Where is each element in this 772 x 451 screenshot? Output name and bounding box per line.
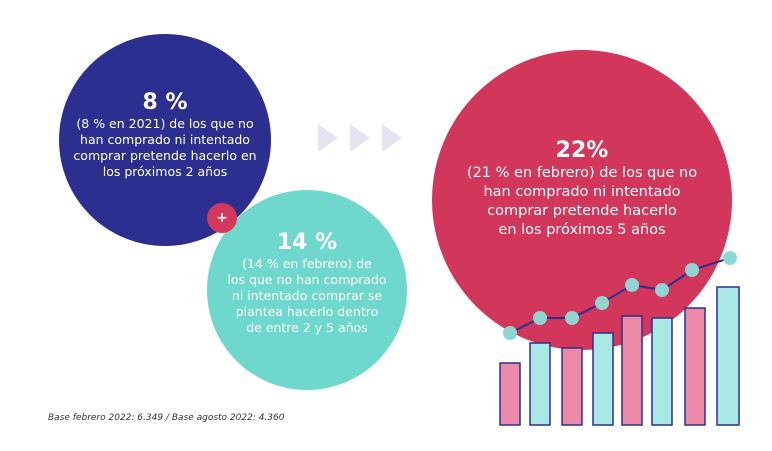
description-line: han comprado ni intentado bbox=[483, 184, 681, 200]
arrows bbox=[318, 124, 402, 152]
description-line: los que no han comprado bbox=[227, 272, 387, 287]
description-line: (21 % en febrero) de los que no bbox=[466, 165, 698, 181]
plus-badge bbox=[207, 203, 237, 233]
circle-text: 8 % (8 % en 2021) de los que no han compra… bbox=[45, 90, 285, 180]
description-line: en los próximos 5 años bbox=[498, 222, 666, 238]
description-line: han comprado ni intentado bbox=[80, 132, 250, 147]
plus-sign: + bbox=[216, 210, 228, 226]
description-line: (8 % en 2021) de los que no bbox=[76, 116, 254, 131]
description-line: (14 % en febrero) de bbox=[242, 256, 372, 271]
description-line: los próximos 2 años bbox=[102, 164, 228, 179]
decorative-markers bbox=[503, 251, 737, 340]
description-line: de entre 2 y 5 años bbox=[246, 320, 368, 335]
footnote: Base febrero 2022: 6.349 / Base agosto 2… bbox=[48, 413, 285, 423]
description-line: comprar pretende hacerlo bbox=[487, 203, 677, 219]
circle-text: 14 % (14 % en febrero) de los que no han c… bbox=[197, 230, 417, 336]
description-line: comprar pretende hacerlo en bbox=[73, 148, 257, 163]
headline: 14 % bbox=[276, 230, 338, 255]
headline: 8 % bbox=[142, 90, 188, 115]
description-line: plantea hacerlo dentro bbox=[235, 304, 379, 319]
headline: 22% bbox=[555, 138, 609, 163]
circle-text: 22% (21 % en febrero) de los que no han co… bbox=[432, 138, 732, 240]
circle-teal bbox=[207, 190, 407, 390]
decorative-bars bbox=[499, 286, 740, 426]
circle-red bbox=[432, 50, 732, 350]
description-line: ni intentado comprar se bbox=[231, 288, 383, 303]
circle-blue bbox=[59, 34, 271, 246]
